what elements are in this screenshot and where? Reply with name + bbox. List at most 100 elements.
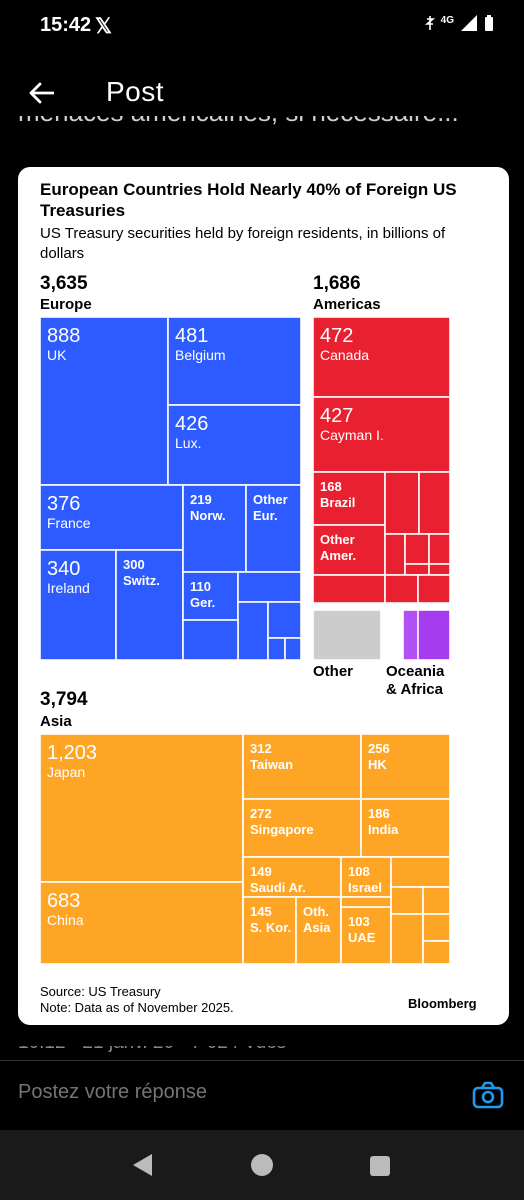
tile-americas-small-3 [404, 533, 430, 565]
tile-taiwan [242, 733, 362, 800]
tile-americas-small-9 [417, 574, 451, 604]
label-saudi-ar: Saudi Ar. [250, 880, 306, 895]
value-lux: 426 [175, 413, 208, 435]
chart-subtitle: US Treasury securities held by foreign r… [40, 225, 446, 262]
back-button[interactable] [22, 74, 60, 112]
tile-americas-small-1 [418, 471, 451, 535]
tile-uk [39, 316, 169, 486]
tile-asia-small-3 [390, 913, 424, 965]
bloomberg-logo: Bloomberg [408, 996, 477, 1011]
tile-asia-small-0 [390, 856, 451, 888]
value-s-kor: 145 [250, 904, 272, 919]
arrow-left-icon [29, 82, 54, 104]
label-oth-asia-1: Asia [303, 920, 331, 935]
tile-europe-small-2 [267, 601, 302, 639]
tile-japan [39, 733, 244, 883]
status-bar: 15:42 𝕏 4G [0, 0, 524, 52]
tile-asia-small-6 [340, 896, 392, 908]
post-meta-text: 10:12 · 21 janv. 26 · 7 024 Vues [18, 1046, 286, 1058]
tile-americas-small-8 [384, 574, 419, 604]
label-s-kor: S. Kor. [250, 920, 291, 935]
value-france: 376 [47, 493, 80, 515]
tile-brazil [312, 471, 386, 526]
value-norw: 219 [190, 492, 212, 507]
camera-icon [472, 1081, 504, 1109]
recents-square-icon[interactable] [369, 1155, 391, 1177]
tile-europe-small-5 [182, 619, 239, 661]
label-other-eur: Other [253, 492, 288, 507]
post-text: menaces américaines, si nécessaire... [18, 116, 459, 136]
tile-americas-small-0 [384, 471, 420, 535]
tile-europe-small-3 [267, 637, 286, 661]
label-singapore: Singapore [250, 822, 314, 837]
vibrate-icon [424, 16, 435, 30]
tile-americas-small-2 [384, 533, 406, 576]
tile-americas-small-6 [428, 563, 451, 576]
tile-oceania-sub [402, 609, 419, 661]
value-uae: 103 [348, 914, 370, 929]
tile-asia-small-1 [390, 886, 424, 915]
chart-source: Source: US Treasury [40, 984, 161, 999]
tile-asia-small-2 [422, 886, 451, 915]
value-singapore: 272 [250, 806, 272, 821]
back-triangle-icon[interactable] [130, 1152, 154, 1178]
label-ireland: Ireland [47, 580, 90, 596]
americas-name: Americas [313, 296, 381, 313]
label-other-amer: Other [320, 532, 355, 547]
tile-europe-small-4 [284, 637, 302, 661]
label-ger: Ger. [190, 595, 215, 610]
tile-s-kor [242, 896, 297, 965]
other-region-name: Other [313, 663, 354, 680]
asia-total: 3,794 [40, 689, 88, 710]
value-india: 186 [368, 806, 390, 821]
tile-europe-small-0 [237, 571, 302, 603]
label-lux: Lux. [175, 435, 201, 451]
asia-name: Asia [40, 713, 72, 730]
tile-cayman-i [312, 396, 451, 473]
tile-asia-small-5 [422, 940, 451, 965]
reply-input[interactable] [18, 1081, 438, 1104]
label-other-eur-1: Eur. [253, 508, 278, 523]
x-logo-icon: 𝕏 [95, 15, 112, 38]
tile-norw [182, 484, 247, 573]
battery-icon [485, 15, 493, 31]
chart-title: European Countries Hold Nearly 40% of Fo… [40, 180, 457, 220]
reply-bar [0, 1060, 524, 1128]
tile-europe-small-1 [237, 601, 269, 661]
tile-other-amer [312, 524, 386, 576]
americas-total: 1,686 [313, 273, 361, 294]
tile-lux [167, 404, 302, 486]
status-icons: 4G [424, 14, 494, 32]
label-hk: HK [368, 757, 387, 772]
signal-icon [461, 15, 477, 31]
status-time: 15:42 [40, 14, 92, 36]
europe-total: 3,635 [40, 273, 88, 294]
value-brazil: 168 [320, 479, 342, 494]
tile-americas-small-7 [312, 574, 386, 604]
network-type: 4G [440, 14, 454, 26]
label-belgium: Belgium [175, 347, 226, 363]
label-taiwan: Taiwan [250, 757, 293, 772]
label-other-amer-1: Amer. [320, 548, 356, 563]
app-header: Post [0, 60, 524, 124]
tile-ireland [39, 549, 117, 661]
camera-button[interactable] [472, 1081, 504, 1109]
chart-image-card[interactable]: European Countries Hold Nearly 40% of Fo… [18, 167, 509, 1025]
label-israel: Israel [348, 880, 382, 895]
value-cayman-i: 427 [320, 405, 353, 427]
label-canada: Canada [320, 347, 369, 363]
tile-asia-small-4 [422, 913, 451, 942]
value-taiwan: 312 [250, 741, 272, 756]
page-title: Post [106, 76, 165, 107]
value-saudi-ar: 149 [250, 864, 272, 879]
label-india: India [368, 822, 399, 837]
tile-other [312, 609, 382, 661]
post-text-truncated: menaces américaines, si nécessaire... [18, 116, 459, 136]
post-meta: 10:12 · 21 janv. 26 · 7 024 Vues [18, 1046, 286, 1058]
oceania-name-2: & Africa [386, 681, 443, 698]
label-oth-asia: Oth. [303, 904, 329, 919]
value-ger: 110 [190, 579, 211, 594]
home-circle-icon[interactable] [249, 1152, 275, 1178]
tile-americas-small-4 [428, 533, 451, 565]
